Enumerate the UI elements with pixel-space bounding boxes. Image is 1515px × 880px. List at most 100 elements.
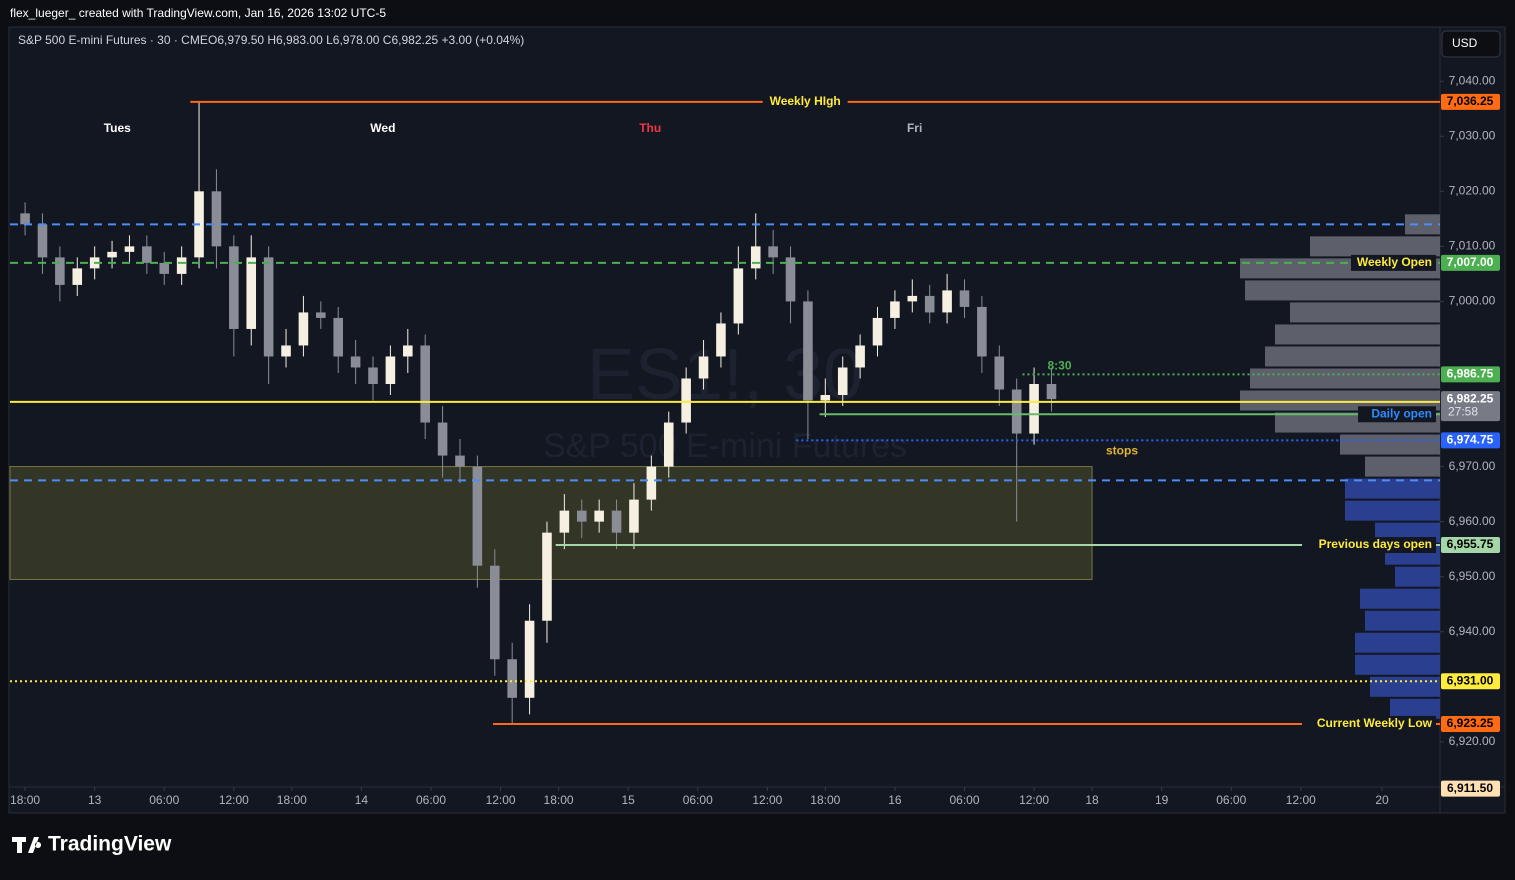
candle-body <box>629 499 639 533</box>
candle-body <box>142 246 152 263</box>
candle-body <box>507 659 517 698</box>
y-tick-label: 6,970.00 <box>1449 459 1496 473</box>
candle-body <box>333 317 343 357</box>
x-tick-label: 06:00 <box>416 793 446 807</box>
price-badge-label: 7,007.00 <box>1447 255 1494 269</box>
x-tick-label: 06:00 <box>149 793 179 807</box>
candle-body <box>124 246 135 252</box>
day-label: Tues <box>104 121 131 135</box>
currency-button[interactable] <box>1441 30 1501 58</box>
x-tick-label: 18:00 <box>277 793 307 807</box>
day-label: Fri <box>907 121 922 135</box>
profile-row <box>1275 324 1440 345</box>
x-tick-label: 16 <box>888 793 902 807</box>
candle-body <box>472 466 483 566</box>
price-badge-label: 6,931.00 <box>1447 673 1494 687</box>
candle-body <box>55 257 65 285</box>
x-tick-label: 12:00 <box>1019 793 1049 807</box>
price-badge <box>1441 432 1500 449</box>
level-label-bg <box>1302 715 1436 732</box>
y-tick-label: 7,040.00 <box>1449 73 1496 87</box>
candle-body <box>855 345 865 368</box>
profile-row <box>1345 500 1440 521</box>
profile-row <box>1345 478 1440 499</box>
candle-body <box>611 510 622 533</box>
profile-row <box>1250 368 1440 389</box>
candle-body <box>316 312 326 318</box>
candle-body <box>977 306 987 357</box>
x-tick-label: 06:00 <box>949 793 979 807</box>
level-label: Weekly HIgh <box>770 94 841 108</box>
profile-row <box>1355 654 1440 675</box>
x-tick-label: 18:00 <box>544 793 574 807</box>
profile-row <box>1365 456 1440 477</box>
candle-body <box>576 510 587 522</box>
y-tick-label: 7,000.00 <box>1449 294 1496 308</box>
y-tick-label: 6,950.00 <box>1449 569 1496 583</box>
candle-body <box>542 532 552 621</box>
y-tick-label: 7,020.00 <box>1449 183 1496 197</box>
candle-body <box>716 323 726 357</box>
profile-row <box>1370 676 1440 697</box>
level-label-bg <box>1351 254 1436 271</box>
price-badge <box>1441 93 1500 110</box>
price-badge-label: 6,923.25 <box>1447 716 1494 730</box>
brand: TradingView <box>48 833 172 856</box>
candle-body <box>403 345 413 357</box>
x-tick-label: 19 <box>1155 793 1169 807</box>
price-badge <box>1441 780 1500 797</box>
candle-body <box>350 356 361 368</box>
level-label-bg <box>1302 537 1436 554</box>
candle-body <box>20 213 30 225</box>
candle-body <box>768 246 778 258</box>
candle-body <box>1011 389 1022 434</box>
candle-body <box>559 510 570 533</box>
profile-row <box>1290 302 1440 323</box>
last-price-label: 6,982.25 <box>1447 391 1494 405</box>
candle-body <box>890 301 900 318</box>
level-label: Weekly Open <box>1357 255 1432 269</box>
ohlc: O6,979.50 H6,983.00 L6,978.00 C6,982.25 … <box>208 33 524 47</box>
x-tick-label: 18 <box>1085 793 1099 807</box>
y-tick-label: 7,010.00 <box>1449 239 1496 253</box>
currency[interactable]: USD <box>1452 36 1478 50</box>
level-label: Daily open <box>1371 406 1432 420</box>
profile-row <box>1340 434 1440 455</box>
candle-body <box>594 510 604 522</box>
candle-body <box>803 301 813 401</box>
candle-body <box>994 356 1005 390</box>
candle-body <box>1029 384 1039 434</box>
candle-body <box>107 251 117 258</box>
brand-logo <box>12 837 42 853</box>
candle-body <box>942 290 952 313</box>
day-label: Thu <box>639 121 661 135</box>
credit: flex_lueger_ created with TradingView.co… <box>10 6 386 20</box>
level-label: 8:30 <box>1047 359 1071 373</box>
profile-row <box>1265 346 1440 367</box>
candle-body <box>872 317 883 346</box>
candle-body <box>159 262 170 274</box>
candle-body <box>263 257 274 357</box>
price-badge <box>1441 537 1500 554</box>
symbol: S&P 500 E-mini Futures · 30 · CME <box>18 33 208 47</box>
candle-body <box>733 268 744 324</box>
profile-row <box>1310 236 1440 257</box>
candle-body <box>907 295 918 302</box>
profile-row <box>1245 280 1440 301</box>
candle-body <box>490 565 500 660</box>
x-tick-label: 18:00 <box>10 793 40 807</box>
x-tick-label: 06:00 <box>1216 793 1246 807</box>
x-tick-label: 15 <box>621 793 635 807</box>
x-tick-label: 12:00 <box>486 793 516 807</box>
candle-body <box>959 290 970 307</box>
candle-body <box>837 367 848 396</box>
candle-body <box>72 268 83 285</box>
candle-body <box>455 455 465 467</box>
y-tick-label: 6,960.00 <box>1449 514 1496 528</box>
profile-row <box>1390 698 1440 719</box>
level-label-bg <box>762 93 848 110</box>
profile-row <box>1240 390 1440 411</box>
price-badge <box>1441 715 1500 732</box>
